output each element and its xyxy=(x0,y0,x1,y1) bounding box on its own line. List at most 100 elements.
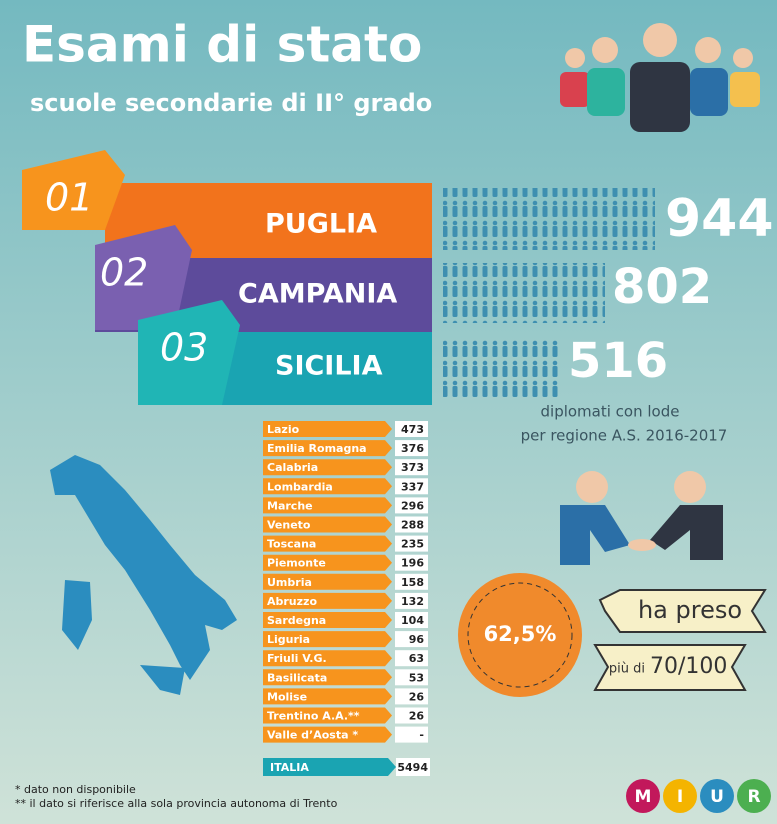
logo-dot xyxy=(737,779,771,813)
logo-letter: M xyxy=(635,787,652,807)
region-name: Umbria xyxy=(267,576,312,589)
region-name: Emilia Romagna xyxy=(267,442,367,455)
region-count: 196 xyxy=(401,557,424,570)
region-count: 296 xyxy=(401,499,424,512)
logo-letter: U xyxy=(710,787,724,807)
region-name: Sardegna xyxy=(267,614,326,627)
ribbon xyxy=(593,644,747,691)
ribbon-text: ha preso xyxy=(638,596,742,624)
row-value-box xyxy=(395,669,428,686)
row-label-box xyxy=(263,669,392,686)
region-name: Toscana xyxy=(267,538,316,551)
subtitle: scuole secondarie di II° grado xyxy=(30,89,432,117)
row-label-box xyxy=(263,612,392,628)
region-count: 26 xyxy=(409,690,425,703)
row-label-box xyxy=(263,726,392,743)
ribbon xyxy=(598,589,767,633)
region-count: 337 xyxy=(401,480,424,493)
region-name: Marche xyxy=(267,499,313,512)
row-label-box xyxy=(263,688,392,705)
badge xyxy=(458,573,582,697)
region-count: 373 xyxy=(401,461,424,474)
row-value-box xyxy=(395,573,428,590)
people-icon xyxy=(560,23,760,132)
region-name: Abruzzo xyxy=(267,595,317,608)
rank: 02 xyxy=(100,251,148,295)
total-value: 5494 xyxy=(397,761,428,774)
region-name: Molise xyxy=(267,690,307,703)
region: CAMPANIA xyxy=(238,279,397,310)
region-name: Veneto xyxy=(267,519,311,532)
region-name: Valle d’Aosta * xyxy=(267,729,358,742)
region-count: 288 xyxy=(401,519,424,532)
row-value-box xyxy=(395,688,428,705)
total-label-box xyxy=(263,758,396,776)
row-value-box xyxy=(395,497,428,514)
region-count: 104 xyxy=(401,614,424,627)
region-value: 516 xyxy=(568,333,668,389)
logo-dot xyxy=(700,779,734,813)
ribbon-text: 70/100 xyxy=(650,654,727,679)
footnote: * dato non disponibile xyxy=(15,783,136,796)
row-label-box xyxy=(263,573,392,590)
row-value-box xyxy=(395,535,428,552)
row-value-box xyxy=(395,421,428,437)
row-label-box xyxy=(263,497,392,514)
region-count: - xyxy=(419,729,424,742)
region-count: 473 xyxy=(401,423,424,436)
ranking-banners xyxy=(22,150,655,405)
row-label-box xyxy=(263,516,392,533)
italy-map xyxy=(50,455,237,695)
rank: 03 xyxy=(160,326,208,370)
row-label-box xyxy=(263,478,392,495)
ribbon-text: più di xyxy=(609,662,645,677)
region-count: 132 xyxy=(401,595,424,608)
region-name: Calabria xyxy=(267,461,318,474)
region-name: Liguria xyxy=(267,633,310,646)
row-value-box xyxy=(395,631,428,648)
logo-letter: R xyxy=(747,787,760,807)
handshake-icon xyxy=(560,471,723,565)
region-count: 235 xyxy=(401,538,424,551)
total-value-box xyxy=(396,758,430,776)
logo-dot xyxy=(663,779,697,813)
row-label-box xyxy=(263,707,392,724)
row-label-box xyxy=(263,535,392,552)
row-label-box xyxy=(263,650,392,667)
row-label-box xyxy=(263,440,392,457)
region-count: 63 xyxy=(409,652,424,665)
logo-letter: I xyxy=(677,787,683,807)
row-label-box xyxy=(263,459,392,476)
total-label: ITALIA xyxy=(270,761,309,774)
region-name: Basilicata xyxy=(267,671,327,684)
region-name: Lazio xyxy=(267,423,300,436)
region-name: Piemonte xyxy=(267,557,326,570)
region-count: 96 xyxy=(409,633,425,646)
row-value-box xyxy=(395,440,428,457)
row-label-box xyxy=(263,631,392,648)
region: PUGLIA xyxy=(265,209,377,240)
region-value: 802 xyxy=(612,259,712,315)
row-value-box xyxy=(395,592,428,609)
region-count: 158 xyxy=(401,576,424,589)
row-value-box xyxy=(395,516,428,533)
region-value: 944 xyxy=(665,189,774,249)
region-name: Trentino A.A.** xyxy=(267,710,360,723)
region-count: 376 xyxy=(401,442,424,455)
row-value-box xyxy=(395,726,428,743)
region-name: Lombardia xyxy=(267,480,333,493)
caption: diplomati con lode xyxy=(541,403,680,421)
title: Esami di stato xyxy=(22,16,422,74)
row-value-box xyxy=(395,650,428,667)
row-value-box xyxy=(395,707,428,724)
logo-dot xyxy=(626,779,660,813)
row-value-box xyxy=(395,554,428,571)
region-name: Friuli V.G. xyxy=(267,652,327,665)
row-value-box xyxy=(395,478,428,495)
badge-value: 62,5% xyxy=(484,622,557,646)
row-value-box xyxy=(395,459,428,476)
rank: 01 xyxy=(45,176,93,220)
caption: per regione A.S. 2016-2017 xyxy=(521,427,728,445)
row-label-box xyxy=(263,554,392,571)
